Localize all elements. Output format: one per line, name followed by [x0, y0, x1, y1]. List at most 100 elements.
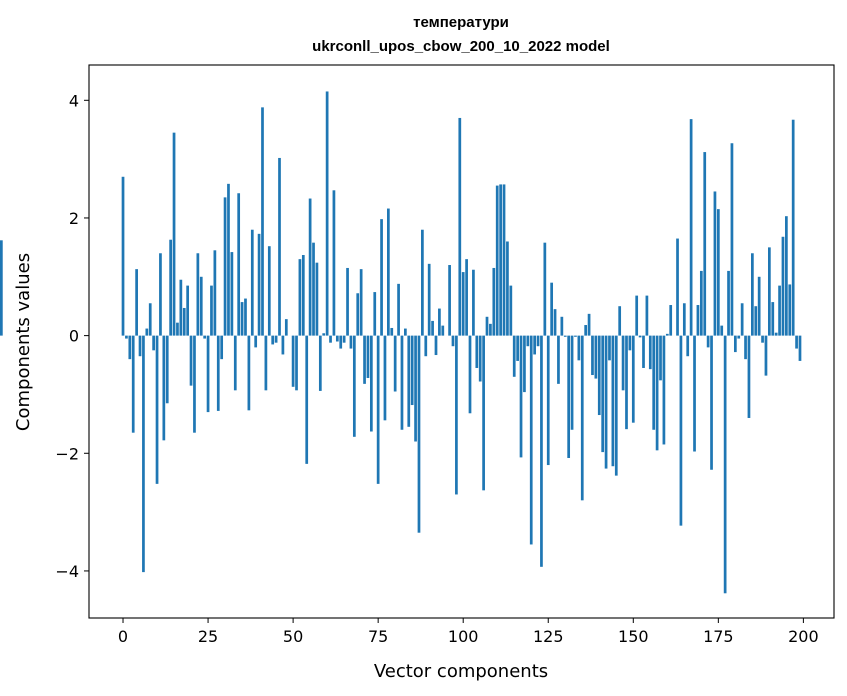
bar [540, 335, 543, 567]
x-axis-ticks: 0 25 50 75 100 125 150 175 200 [118, 618, 819, 646]
bar [145, 328, 149, 336]
x-tick-label: 100 [448, 627, 479, 646]
bar [519, 335, 523, 458]
bars-group [0, 91, 802, 594]
bar [135, 269, 138, 336]
bar [427, 263, 431, 336]
bar [727, 270, 730, 336]
x-tick-label: 150 [618, 627, 649, 646]
bar [169, 239, 172, 336]
bar [611, 335, 615, 467]
bar [451, 335, 455, 347]
bar [142, 335, 145, 573]
bar [223, 197, 227, 336]
bar [291, 335, 295, 387]
y-axis-label: Components values [13, 253, 34, 431]
bar [543, 242, 547, 336]
bar [778, 285, 781, 336]
bar [604, 335, 608, 469]
y-tick-label: 4 [69, 91, 79, 110]
bar [638, 335, 642, 338]
bar [560, 316, 564, 336]
bar [278, 157, 281, 336]
bar [733, 335, 737, 353]
bar [499, 184, 502, 336]
bar [489, 323, 492, 336]
bar [584, 325, 588, 336]
bar [346, 267, 349, 336]
bar [516, 335, 519, 361]
bar [533, 335, 536, 355]
bar [227, 183, 230, 336]
bar [366, 335, 370, 378]
bar [509, 285, 513, 336]
x-tick-label: 50 [283, 627, 303, 646]
bar [165, 335, 169, 404]
bar [686, 335, 690, 357]
bar [213, 250, 217, 336]
bar [730, 143, 734, 336]
bar [713, 191, 717, 336]
bar [387, 208, 390, 336]
bar [390, 327, 394, 336]
bar [397, 283, 400, 336]
bar [591, 335, 594, 376]
y-tick-label: −4 [55, 562, 79, 581]
y-tick-label: −2 [55, 444, 79, 463]
bar [553, 309, 557, 336]
bar [417, 335, 421, 533]
bar [189, 335, 193, 386]
y-tick-label: 0 [69, 327, 79, 346]
bar [138, 335, 142, 357]
bar [689, 119, 693, 336]
bar [441, 325, 445, 336]
x-tick-label: 175 [703, 627, 734, 646]
bar [563, 335, 567, 337]
bar [506, 241, 509, 336]
bar [597, 335, 601, 416]
bar [696, 305, 700, 336]
bar [369, 335, 373, 432]
bar [720, 325, 724, 336]
bar [206, 335, 210, 413]
bar [523, 335, 526, 393]
bar [196, 253, 200, 336]
bar [332, 190, 336, 336]
bar [791, 119, 795, 336]
bar [757, 276, 761, 336]
bar [261, 107, 264, 336]
bar [284, 319, 288, 336]
bar [434, 335, 438, 356]
bar [172, 132, 176, 336]
bar [682, 303, 686, 336]
bar [485, 316, 489, 336]
bar [723, 335, 727, 594]
bar [781, 236, 785, 336]
bar [159, 253, 162, 336]
bar [631, 335, 635, 423]
bar [247, 335, 251, 411]
bar [652, 335, 656, 430]
bar [798, 335, 802, 361]
x-tick-label: 25 [198, 627, 218, 646]
bar [404, 328, 407, 336]
bar [131, 335, 135, 433]
bar [492, 267, 496, 336]
bar [754, 306, 758, 336]
bar [536, 335, 540, 347]
bar [570, 335, 574, 430]
bar [512, 335, 516, 377]
bar [295, 335, 298, 391]
bar [448, 265, 451, 336]
bar [424, 335, 428, 357]
bar [679, 335, 683, 526]
bar [472, 269, 475, 336]
bar [121, 176, 125, 336]
bar [318, 335, 322, 391]
chart-title: температури [413, 14, 509, 31]
bar [230, 252, 234, 336]
bar [244, 298, 247, 336]
bar [550, 282, 554, 336]
bar [502, 184, 506, 336]
